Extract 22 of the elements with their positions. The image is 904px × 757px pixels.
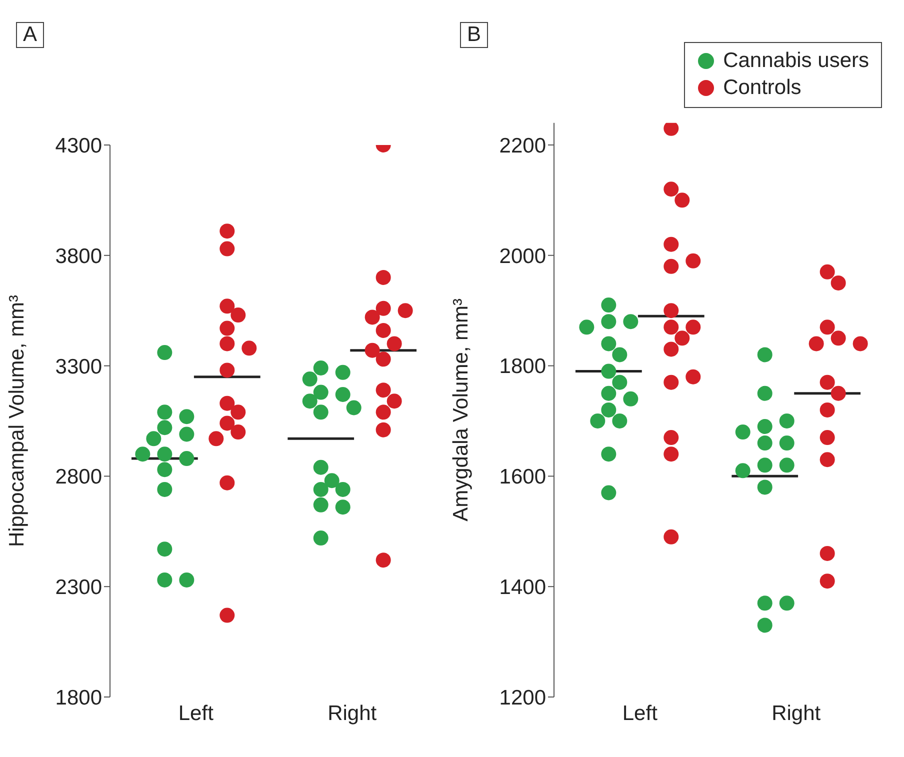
x-tick-label: Left (178, 702, 214, 725)
y-tick-label: 1200 (499, 686, 546, 710)
y-tick-label: 1800 (55, 686, 102, 710)
y-tick-label: 3800 (55, 244, 102, 268)
x-tick-label: Right (328, 702, 377, 725)
y-tick-label: 2300 (55, 576, 102, 600)
x-tick-label: Right (772, 702, 821, 725)
y-axis-title: Amygdala Volume, mm³ (449, 298, 472, 522)
legend-label: Cannabis users (723, 48, 869, 72)
y-tick-label: 3300 (55, 355, 102, 378)
chart-title: B (460, 22, 488, 48)
y-tick-label: 4300 (55, 134, 102, 158)
chart-title: A (16, 22, 44, 48)
y-tick-label: 1800 (499, 355, 546, 378)
y-tick-label: 2200 (499, 134, 546, 158)
y-tick-label: 2000 (499, 244, 546, 268)
legend-label: Controls (723, 76, 802, 100)
x-tick-label: Left (622, 702, 658, 725)
y-tick-label: 2800 (55, 466, 102, 489)
y-tick-label: 1600 (499, 466, 546, 489)
y-axis-title: Hippocampal Volume, mm³ (5, 294, 28, 548)
y-tick-label: 1400 (499, 576, 546, 600)
